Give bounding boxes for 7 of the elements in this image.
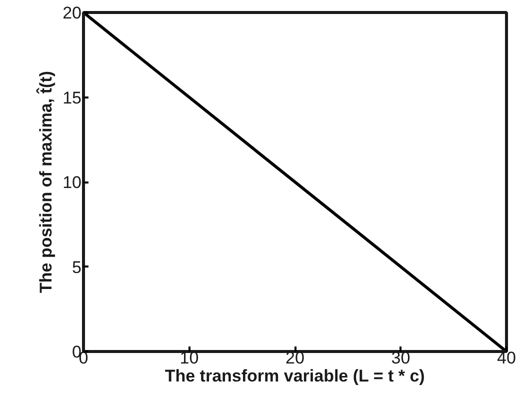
y-axis-title: The position of maxima, t̂(t) bbox=[36, 71, 56, 293]
x-tick-label: 40 bbox=[497, 348, 516, 368]
y-tick-label: 15 bbox=[62, 88, 82, 108]
y-tick-label: 5 bbox=[72, 258, 82, 277]
y-tick-label: 10 bbox=[62, 173, 82, 192]
x-axis-title: The transform variable (L = t * c) bbox=[164, 366, 425, 386]
y-tick-label: 20 bbox=[62, 4, 82, 22]
